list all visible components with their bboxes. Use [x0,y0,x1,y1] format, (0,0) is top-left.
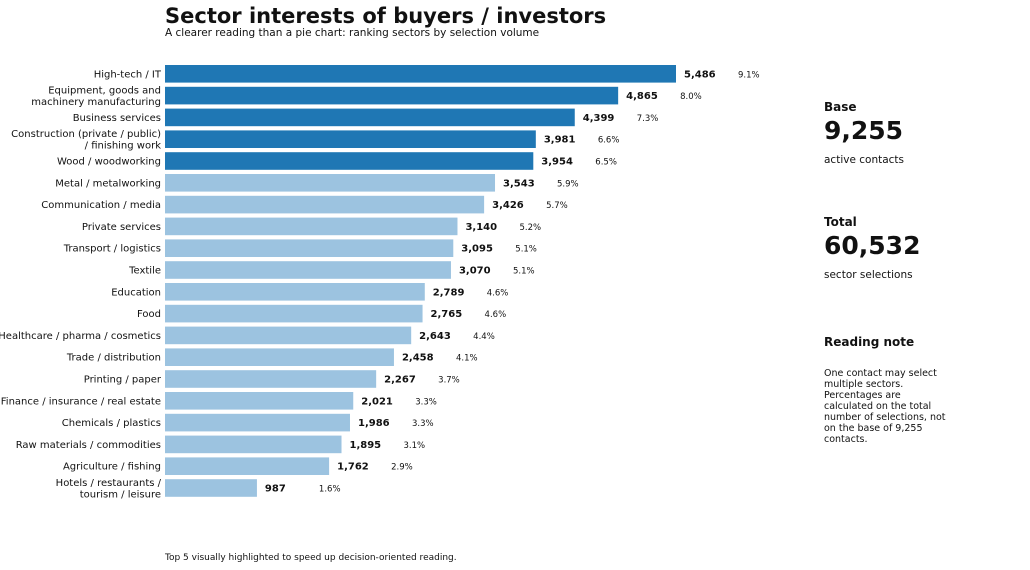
percent-label: 4.1% [456,354,478,364]
base-heading: Base [824,100,857,114]
bar [165,413,350,432]
bar-chart: High-tech / IT 5,486 9.1% Equipment, goods … [0,65,760,501]
category-label: Agriculture / fishing [63,462,161,473]
category-label: Equipment, goods and machinery manufactur… [31,85,161,108]
value-label: 1,762 [337,462,369,473]
value-label: 4,399 [583,113,615,124]
value-label: 2,021 [361,396,393,407]
category-label: Communication / media [41,200,161,211]
percent-label: 9.1% [738,70,760,80]
percent-label: 4.6% [487,288,509,298]
reading-note-text: One contact may select multiple sectors.… [824,368,946,445]
percent-label: 3.7% [438,376,460,386]
value-label: 3,543 [503,178,535,189]
value-label: 3,140 [465,222,497,233]
total-heading: Total [824,215,857,229]
value-label: 2,458 [402,353,434,364]
category-label: Trade / distribution [66,353,161,364]
percent-label: 4.6% [485,310,507,320]
percent-label: 5.1% [513,267,535,277]
percent-label: 5.1% [515,245,537,255]
value-label: 1,986 [358,418,390,429]
base-caption: active contacts [824,154,905,166]
value-label: 1,895 [350,440,382,451]
category-label: Transport / logistics [63,244,161,255]
bar [165,479,257,497]
category-label: High-tech / IT [94,69,162,80]
percent-label: 3.3% [412,419,434,429]
value-label: 987 [265,484,286,495]
category-label: Education [111,287,161,298]
percent-label: 3.3% [415,397,437,407]
value-label: 3,981 [544,135,576,146]
bar [165,370,377,388]
bar [165,239,454,257]
percent-label: 8.0% [680,92,702,102]
category-label: Healthcare / pharma / cosmetics [0,331,161,342]
percent-label: 6.5% [595,158,617,168]
chart-footnote: Top 5 visually highlighted to speed up d… [165,553,457,563]
bar [165,217,458,236]
category-label: Hotels / restaurants / tourism / leisure [56,478,162,501]
category-label: Printing / paper [84,375,162,386]
percent-label: 5.7% [546,201,568,211]
bar [165,435,342,454]
value-label: 2,643 [419,331,451,342]
bar [165,304,423,323]
percent-label: 7.3% [637,114,659,124]
bar [165,174,496,192]
value-label: 4,865 [626,91,658,102]
percent-label: 3.1% [404,441,426,451]
bar [165,130,536,148]
chart-title: Sector interests of buyers / investors [165,4,607,28]
base-value: 9,255 [824,116,904,145]
percent-label: 6.6% [598,136,620,146]
bar [165,261,451,279]
category-label: Food [137,309,161,320]
value-label: 3,426 [492,200,524,211]
percent-label: 2.9% [391,463,413,473]
bar [165,348,394,366]
bar [165,65,676,83]
value-label: 3,070 [459,266,491,277]
bar [165,283,425,301]
category-label: Construction (private / public) / finishi… [11,129,161,152]
reading-note-heading: Reading note [824,335,915,349]
percent-label: 1.6% [319,485,341,495]
percent-label: 5.2% [519,223,541,233]
value-label: 5,486 [684,69,716,80]
value-label: 3,954 [541,157,573,168]
category-label: Finance / insurance / real estate [1,396,161,407]
category-label: Metal / metalworking [55,178,161,189]
chart-subtitle: A clearer reading than a pie chart: rank… [165,27,540,39]
percent-label: 4.4% [473,332,495,342]
bar [165,392,354,410]
bar [165,108,575,127]
bar [165,86,619,105]
bar [165,457,330,475]
category-label: Business services [73,113,161,124]
category-label: Wood / woodworking [57,157,161,168]
bar [165,326,412,345]
value-label: 2,765 [431,309,463,320]
category-label: Chemicals / plastics [62,418,161,429]
total-value: 60,532 [824,231,921,260]
category-label: Private services [82,222,161,233]
percent-label: 5.9% [557,179,579,189]
bar [165,152,534,170]
category-label: Textile [128,266,161,277]
value-label: 2,789 [433,287,465,298]
bar [165,195,485,214]
value-label: 3,095 [461,244,493,255]
category-label: Raw materials / commodities [16,440,161,451]
total-caption: sector selections [824,269,913,281]
value-label: 2,267 [384,375,416,386]
